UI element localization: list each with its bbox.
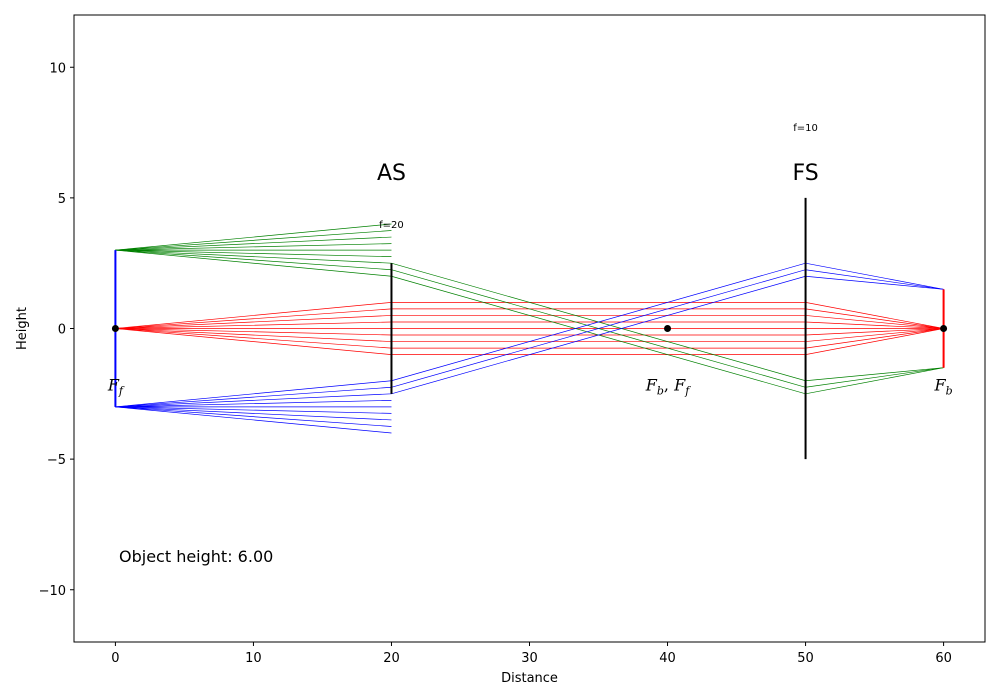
blocked-ray <box>115 406 392 434</box>
ray <box>115 275 944 408</box>
field-stop-label: FS <box>792 161 818 186</box>
ray <box>115 269 944 408</box>
x-tick-label: 10 <box>245 651 262 666</box>
x-axis-ticks: 0 10 20 30 40 50 60 <box>111 642 952 666</box>
x-tick-label: 0 <box>111 651 119 666</box>
x-tick-label: 30 <box>521 651 538 666</box>
y-tick-label: −10 <box>39 584 66 599</box>
ray <box>115 308 944 329</box>
focal-point-label: Fb, Ff <box>645 376 691 398</box>
blocked-ray <box>115 406 392 427</box>
object-height-annotation: Object height: 6.00 <box>119 547 273 566</box>
y-tick-label: 0 <box>58 323 66 338</box>
ray <box>115 262 944 408</box>
ray <box>115 315 944 329</box>
aperture-stop-focal-label: f=20 <box>379 220 404 231</box>
y-tick-label: 5 <box>58 192 66 207</box>
ray <box>115 328 944 355</box>
blocked-ray <box>115 406 392 421</box>
blocked-ray <box>115 223 392 251</box>
x-tick-label: 60 <box>935 651 952 666</box>
y-tick-label: 10 <box>49 61 66 76</box>
ray <box>115 302 944 329</box>
ray <box>115 328 944 349</box>
focal-point-label: Ff <box>107 376 125 398</box>
ray <box>115 328 944 342</box>
field-stop-focal-label: f=10 <box>793 123 818 134</box>
x-tick-label: 50 <box>797 651 814 666</box>
blocked-ray <box>115 249 392 258</box>
labels-layer: AS f=20 FS f=10 Ff Fb, Ff Fb <box>107 123 953 398</box>
focal-point-marker <box>940 325 948 332</box>
x-axis-label: Distance <box>501 671 558 686</box>
blocked-ray <box>115 399 392 408</box>
blocked-ray <box>115 236 392 251</box>
focal-point-marker <box>664 325 672 332</box>
y-tick-label: −5 <box>47 453 66 468</box>
blocked-ray <box>115 230 392 251</box>
x-tick-label: 40 <box>659 651 676 666</box>
y-axis-ticks: −10 −5 0 5 10 <box>39 61 74 599</box>
blocked-ray <box>115 243 392 251</box>
blocked-ray <box>115 406 392 414</box>
focal-point-label: Fb <box>934 376 953 398</box>
x-tick-label: 20 <box>383 651 400 666</box>
ray <box>115 249 944 388</box>
y-axis-label: Height <box>15 307 30 350</box>
rays-layer <box>115 223 944 434</box>
focal-point-marker <box>111 325 119 332</box>
aperture-stop-label: AS <box>377 161 406 186</box>
